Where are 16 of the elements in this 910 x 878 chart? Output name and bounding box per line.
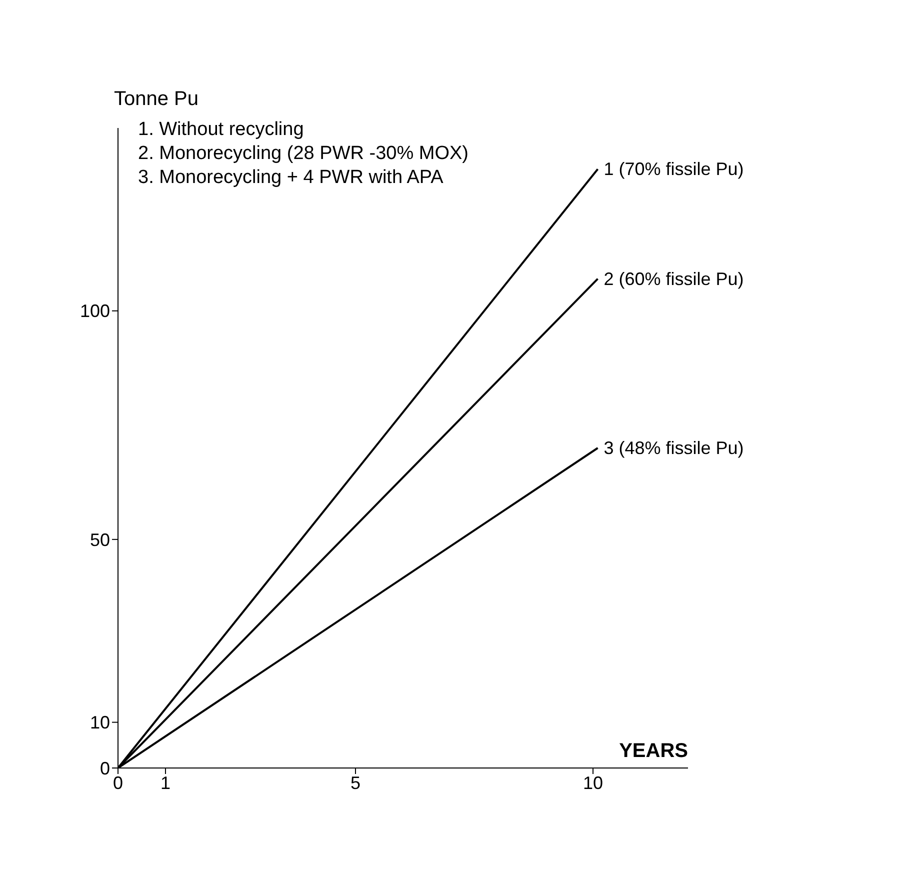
x-axis-title: YEARS <box>619 740 688 763</box>
series-label: 1 (70% fissile Pu) <box>604 159 744 180</box>
y-axis-title: Tonne Pu <box>114 88 199 111</box>
annotation: 3. Monorecycling + 4 PWR with APA <box>138 166 444 190</box>
series-label: 3 (48% fissile Pu) <box>604 438 744 458</box>
x-tick-label: 0 <box>112 772 124 793</box>
annotation: 2. Monorecycling (28 PWR -30% MOX) <box>138 142 468 166</box>
y-tick-label: 100 <box>80 301 110 322</box>
x-tick-label: 10 <box>582 772 604 793</box>
y-tick-label: 0 <box>100 758 110 778</box>
x-tick-label: 1 <box>160 772 171 793</box>
y-tick-label: 50 <box>90 530 110 550</box>
y-tick-label: 10 <box>90 712 110 733</box>
x-tick-label: 5 <box>350 772 361 793</box>
annotation: 1. Without recycling <box>138 118 305 142</box>
series-label: 2 (60% fissile Pu) <box>604 268 744 289</box>
